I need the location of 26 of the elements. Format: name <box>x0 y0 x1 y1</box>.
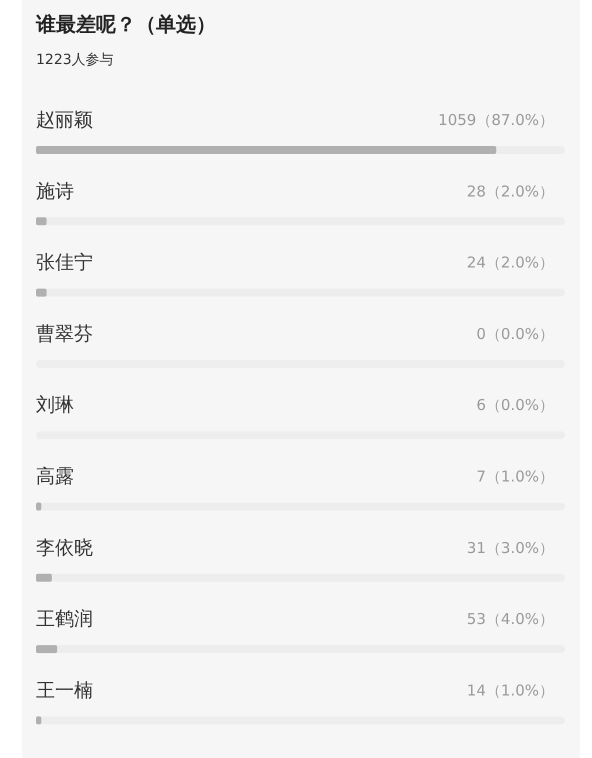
data-label: 0（0.0%） <box>476 324 554 343</box>
bar <box>36 645 58 654</box>
data-label: 14（1.0%） <box>466 681 554 700</box>
data-label: 1059（87.0%） <box>438 111 554 129</box>
bar <box>36 217 47 226</box>
y-tick-label: 李依晓 <box>36 536 93 559</box>
y-tick-label: 王鹤润 <box>36 608 93 630</box>
data-label: 6（0.0%） <box>476 396 554 414</box>
data-label: 28（2.0%） <box>466 182 554 200</box>
data-label: 53（4.0%） <box>466 610 554 628</box>
y-tick-label: 赵丽颖 <box>36 109 93 131</box>
bar <box>36 502 42 510</box>
y-tick-label: 张佳宁 <box>36 252 93 274</box>
y-tick-label: 王一楠 <box>36 679 93 702</box>
bar <box>36 288 47 297</box>
data-label: 7（1.0%） <box>476 468 554 486</box>
chart-subtitle: 1223人参与 <box>36 52 114 68</box>
y-tick-label: 施诗 <box>36 180 74 202</box>
y-tick-label: 刘琳 <box>36 394 74 416</box>
y-tick-label: 高露 <box>36 466 74 488</box>
data-label: 24（2.0%） <box>466 254 554 272</box>
bar <box>36 716 42 724</box>
y-tick-label: 曹翠芬 <box>36 322 93 345</box>
bar <box>36 574 52 582</box>
chart-title: 谁最差呢？（单选） <box>35 12 216 36</box>
data-label: 31（3.0%） <box>466 538 554 557</box>
